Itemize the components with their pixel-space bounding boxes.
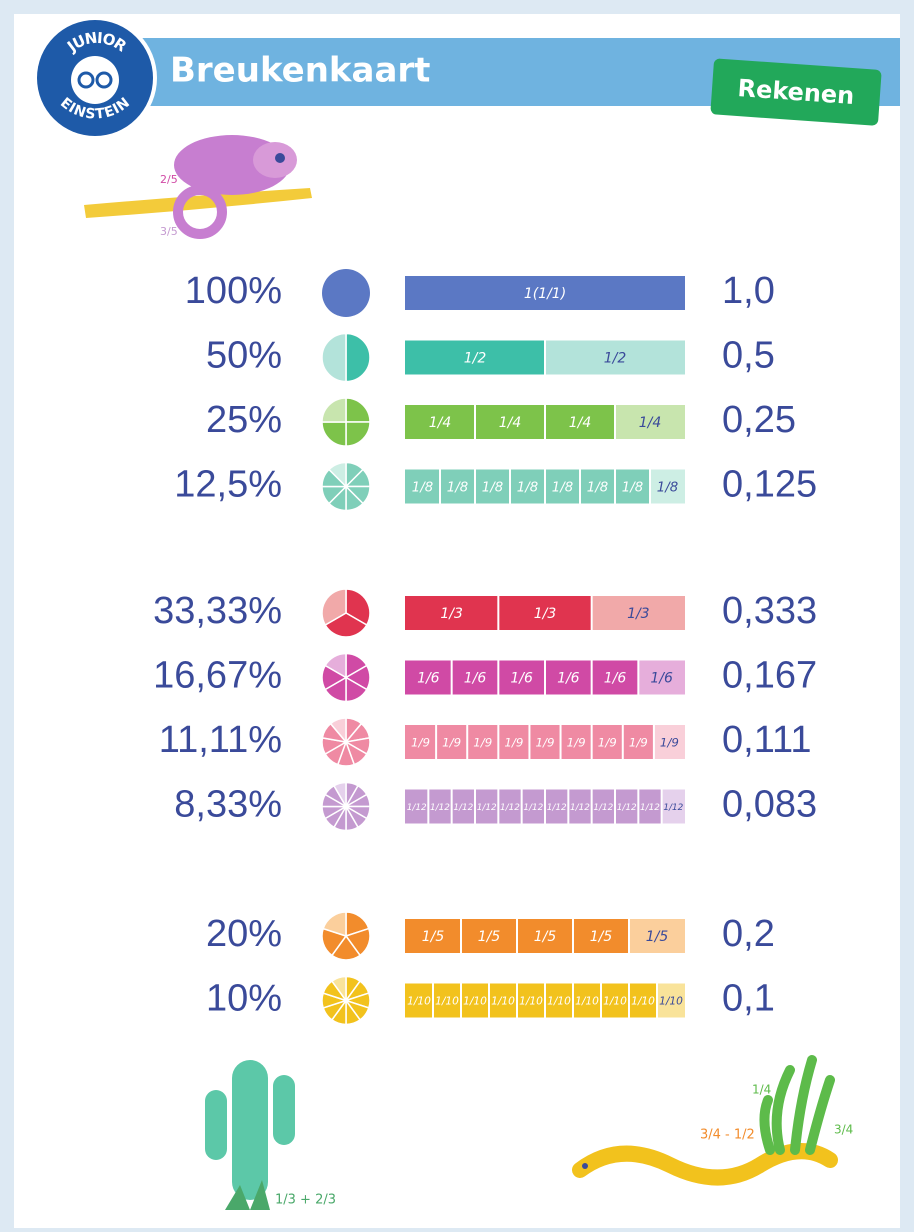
segment-label: 1/10 xyxy=(491,995,515,1008)
segment-label: 1/8 xyxy=(657,481,678,496)
segment-label: 1/9 xyxy=(598,736,617,750)
segment-label: 1/8 xyxy=(412,481,433,496)
segment-label: 1/9 xyxy=(411,736,430,750)
logo: JUNIOR EINSTEIN xyxy=(33,16,157,140)
percent: 8,33% xyxy=(174,784,282,826)
eye xyxy=(275,153,285,163)
segment-label: 1/9 xyxy=(442,736,461,750)
segment-label: 1/6 xyxy=(464,671,487,687)
tag: Rekenen xyxy=(710,58,881,126)
segment-label: 1/6 xyxy=(417,671,440,687)
segment-label: 1/9 xyxy=(567,736,586,750)
percent: 12,5% xyxy=(174,464,282,506)
segment-label: 1/4 xyxy=(569,415,592,431)
segment-label: 1/12 xyxy=(407,803,427,813)
segment-label: 1/10 xyxy=(547,995,571,1008)
segment-label: 1/9 xyxy=(504,736,523,750)
percent: 20% xyxy=(206,913,282,955)
percent: 16,67% xyxy=(153,655,282,697)
head xyxy=(253,142,297,178)
pie xyxy=(322,269,370,317)
decimal: 0,5 xyxy=(722,335,775,377)
decimal: 0,111 xyxy=(722,719,811,761)
segment-label: 1/4 xyxy=(639,415,662,431)
decimal: 0,083 xyxy=(722,784,817,826)
page: Breukenkaart Rekenen JUNIOR EINSTEIN 2/5… xyxy=(0,0,914,1232)
segment-label: 1/5 xyxy=(478,929,501,945)
decimal: 0,2 xyxy=(722,913,775,955)
decimal: 0,333 xyxy=(722,590,817,632)
segment-label: 1/10 xyxy=(631,995,655,1008)
segment-label: 1/12 xyxy=(640,803,660,813)
fraction-note: 2/5 xyxy=(160,173,178,186)
segment-label: 1/12 xyxy=(593,803,613,813)
segment-label: 1/12 xyxy=(617,803,637,813)
cactus-arm xyxy=(273,1075,295,1145)
segment-label: 1/8 xyxy=(587,481,608,496)
decimal: 1,0 xyxy=(722,270,775,312)
segment-label: 1/5 xyxy=(422,929,445,945)
percent: 100% xyxy=(185,270,282,312)
segment-label: 1/6 xyxy=(510,671,533,687)
segment-label: 1/9 xyxy=(660,736,679,750)
segment-label: 1/10 xyxy=(575,995,599,1008)
decimal: 0,1 xyxy=(722,978,775,1020)
segment-label: 1/12 xyxy=(430,803,450,813)
percent: 33,33% xyxy=(153,590,282,632)
segment-label: 1/8 xyxy=(482,481,503,496)
decimal: 0,167 xyxy=(722,655,817,697)
segment-label: 1/10 xyxy=(519,995,543,1008)
fraction-note: 1/4 xyxy=(752,1083,771,1097)
segment-label: 1/12 xyxy=(523,803,543,813)
segment-label: 1/3 xyxy=(627,606,650,622)
percent: 50% xyxy=(206,335,282,377)
segment-label: 1/8 xyxy=(552,481,573,496)
segment-label: 1/10 xyxy=(463,995,487,1008)
segment-label: 1/10 xyxy=(407,995,431,1008)
segment-label: 1(1/1) xyxy=(524,286,566,302)
segment-label: 1/9 xyxy=(535,736,554,750)
segment-label: 1/3 xyxy=(534,606,557,622)
cactus-trunk xyxy=(232,1060,268,1200)
segment-label: 1/8 xyxy=(517,481,538,496)
segment-label: 1/6 xyxy=(604,671,627,687)
percent: 10% xyxy=(206,978,282,1020)
fraction-note: 3/4 - 1/2 xyxy=(700,1128,755,1143)
percent: 11,11% xyxy=(159,719,282,761)
segment-label: 1/5 xyxy=(590,929,613,945)
card: Breukenkaart Rekenen JUNIOR EINSTEIN 2/5… xyxy=(0,0,914,1228)
segment-label: 1/9 xyxy=(473,736,492,750)
segment-label: 1/5 xyxy=(646,929,669,945)
segment-label: 1/2 xyxy=(604,351,627,367)
header-title: Breukenkaart xyxy=(170,51,430,91)
segment-label: 1/12 xyxy=(500,803,520,813)
segment-label: 1/10 xyxy=(603,995,627,1008)
segment-label: 1/8 xyxy=(622,481,643,496)
fraction-note: 3/5 xyxy=(160,225,178,238)
fraction-note: 3/4 xyxy=(834,1123,853,1137)
decimal: 0,25 xyxy=(722,399,796,441)
segment-label: 1/4 xyxy=(429,415,452,431)
decimal: 0,125 xyxy=(722,464,817,506)
eye xyxy=(582,1163,588,1169)
segment-label: 1/5 xyxy=(534,929,557,945)
segment-label: 1/9 xyxy=(629,736,648,750)
segment-label: 1/12 xyxy=(453,803,473,813)
segment-label: 1/12 xyxy=(570,803,590,813)
segment-label: 1/3 xyxy=(440,606,463,622)
segment-label: 1/12 xyxy=(477,803,497,813)
segment-label: 1/10 xyxy=(659,995,683,1008)
fraction-note: 1/3 + 2/3 xyxy=(275,1193,336,1208)
segment-label: 1/6 xyxy=(650,671,673,687)
segment-label: 1/2 xyxy=(464,351,487,367)
segment-label: 1/12 xyxy=(663,803,683,813)
percent: 25% xyxy=(206,399,282,441)
segment-label: 1/12 xyxy=(547,803,567,813)
segment-label: 1/10 xyxy=(435,995,459,1008)
cactus-arm xyxy=(205,1090,227,1160)
segment-label: 1/8 xyxy=(447,481,468,496)
segment-label: 1/6 xyxy=(557,671,580,687)
segment-label: 1/4 xyxy=(499,415,522,431)
